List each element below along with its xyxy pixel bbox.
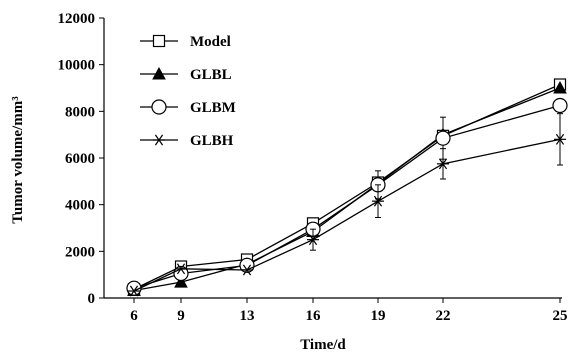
x-tick-label: 6: [130, 308, 138, 324]
x-tick-label: 19: [371, 308, 386, 324]
data-point-glbh: [554, 133, 566, 145]
data-point-glbl: [553, 80, 567, 94]
x-tick-label: 9: [177, 308, 185, 324]
x-tick-label: 13: [240, 308, 255, 324]
legend-item-glbm: GLBM: [140, 99, 236, 116]
series-line-glbh: [133, 138, 561, 292]
x-tick-label: 22: [436, 308, 451, 324]
legend-item-model: Model: [140, 34, 231, 50]
data-point-glbm: [435, 130, 451, 146]
x-tick-label: 25: [553, 308, 568, 324]
data-point-glbh: [175, 263, 187, 275]
y-tick-label: 10000: [58, 58, 96, 74]
legend-label-glbm: GLBM: [190, 100, 236, 116]
legend-label-glbh: GLBH: [190, 133, 234, 149]
legend-marker-glbh: [153, 134, 165, 146]
legend-marker-glbl: [152, 66, 166, 80]
legend: Model GLBL GLBM GLBH: [140, 34, 236, 149]
y-tick-label: 4000: [65, 198, 95, 214]
x-axis-title: Time/d: [300, 337, 346, 353]
legend-marker-glbm: [151, 99, 167, 115]
y-tick-label: 2000: [65, 244, 95, 260]
x-tick-label: 16: [306, 308, 322, 324]
legend-label-model: Model: [190, 34, 231, 50]
series-layer: [126, 78, 568, 297]
data-point-glbm: [552, 97, 568, 114]
y-tick-label: 6000: [65, 151, 95, 167]
data-point-glbl: [174, 275, 188, 288]
data-point-glbh: [241, 264, 253, 276]
data-point-glbh: [437, 158, 449, 170]
legend-item-glbl: GLBL: [140, 66, 232, 83]
series-line-glbl: [133, 87, 561, 292]
data-point-glbh: [307, 234, 319, 246]
legend-marker-model: [152, 34, 166, 48]
data-point-glbh: [128, 285, 140, 297]
data-point-glbh: [372, 195, 384, 207]
y-tick-label: 8000: [65, 104, 95, 120]
y-tick-label: 0: [88, 291, 96, 307]
series-glbh: [128, 113, 566, 297]
y-tick-label: 12000: [58, 11, 96, 27]
legend-label-glbl: GLBL: [190, 67, 232, 83]
legend-item-glbh: GLBH: [140, 133, 234, 149]
y-axis-title: Tumor volume/mm³: [10, 96, 26, 224]
tick-labels: 0 2000 4000 6000 8000 10000 12000 6 9 13 16 19 22 25: [58, 11, 568, 324]
axes: [99, 17, 562, 303]
